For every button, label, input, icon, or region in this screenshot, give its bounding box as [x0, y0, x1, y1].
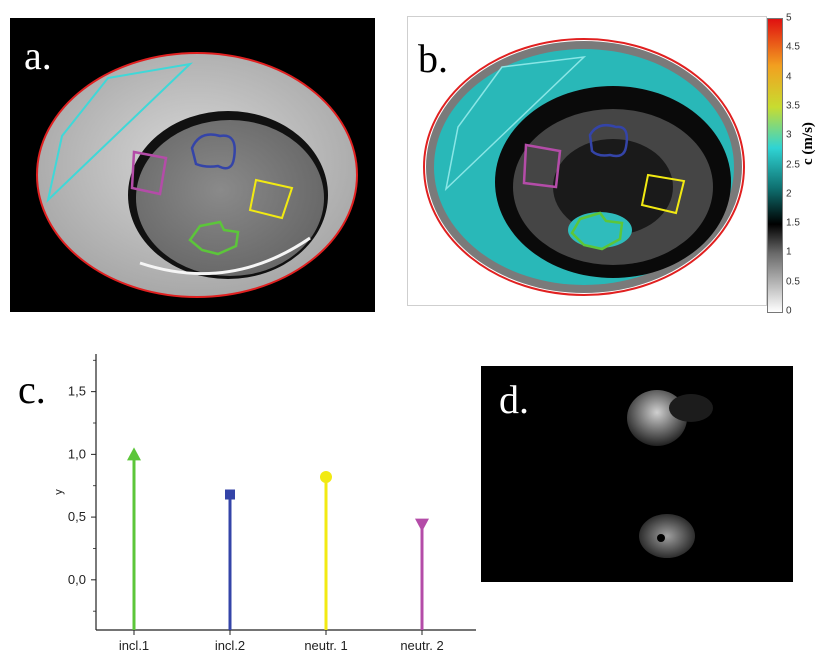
stem-marker: [127, 447, 141, 461]
colorbar: [767, 18, 783, 313]
colorbar-tick: 5: [786, 12, 792, 24]
panel-d-graphic: [627, 390, 713, 558]
y-tick-label: 0,5: [68, 509, 86, 524]
map-outline-red: [423, 38, 745, 296]
outline-red: [36, 52, 358, 298]
colorbar-tick: 3.5: [786, 100, 800, 112]
x-tick-label: neutr. 2: [400, 638, 443, 653]
colorbar-tick: 3: [786, 129, 792, 141]
panel-a-mri-image: a.: [10, 18, 375, 312]
roi-green: [188, 220, 240, 256]
roi-blue: [190, 133, 236, 170]
roi-yellow: [248, 178, 294, 220]
colorbar-tick: 0.5: [786, 276, 800, 288]
colorbar-tick: 1: [786, 246, 792, 258]
y-axis-label: y: [53, 489, 65, 495]
stem-marker: [415, 518, 429, 532]
panel-d-image: d.: [481, 366, 793, 582]
panel-d-label: d.: [499, 377, 529, 422]
y-tick-label: 1,0: [68, 446, 86, 461]
stem-marker: [225, 489, 235, 500]
colorbar-tick: 4: [786, 71, 792, 83]
stem-marker: [320, 470, 332, 483]
colorbar-tick: 2: [786, 188, 792, 200]
colorbar-tick: 2.5: [786, 159, 800, 170]
bright-region-bottom: [639, 514, 695, 558]
x-tick-label: neutr. 1: [304, 638, 347, 653]
colorbar-tick: 1.5: [786, 217, 800, 229]
panel-b-speed-map: b.: [407, 16, 767, 306]
y-tick-label: 0,0: [68, 572, 86, 587]
speed-map-graphic: [423, 38, 745, 296]
stem-chart: 0,0 0,5 1,0 1,5 y incl.1 incl.2 neutr. 1 neutr. …: [53, 354, 476, 653]
panel-c-label: c.: [18, 367, 46, 412]
map-roi-yellow: [640, 173, 686, 215]
panel-c-chart: c. 0,0 0,5 1,0 1,5 y incl.1 incl.2 neutr. 1 neut…: [0, 340, 480, 659]
x-tick-label: incl.2: [215, 638, 245, 653]
map-roi-cyan: [444, 55, 587, 192]
colorbar-tick: 4.5: [786, 41, 800, 53]
panel-b-label: b.: [418, 36, 448, 81]
map-roi-green: [570, 211, 624, 251]
colorbar-tick: 0: [786, 305, 792, 317]
y-tick-label: 1,5: [68, 384, 86, 399]
roi-magenta: [130, 150, 168, 196]
map-roi-blue: [588, 124, 629, 158]
x-tick-label: incl.1: [119, 638, 149, 653]
roi-cyan: [46, 62, 194, 203]
mri-image-graphic: [36, 52, 358, 298]
map-roi-magenta: [522, 143, 562, 189]
inner-region: [136, 120, 324, 276]
colorbar-title: c (m/s): [800, 122, 816, 165]
panel-a-label: a.: [24, 33, 52, 78]
